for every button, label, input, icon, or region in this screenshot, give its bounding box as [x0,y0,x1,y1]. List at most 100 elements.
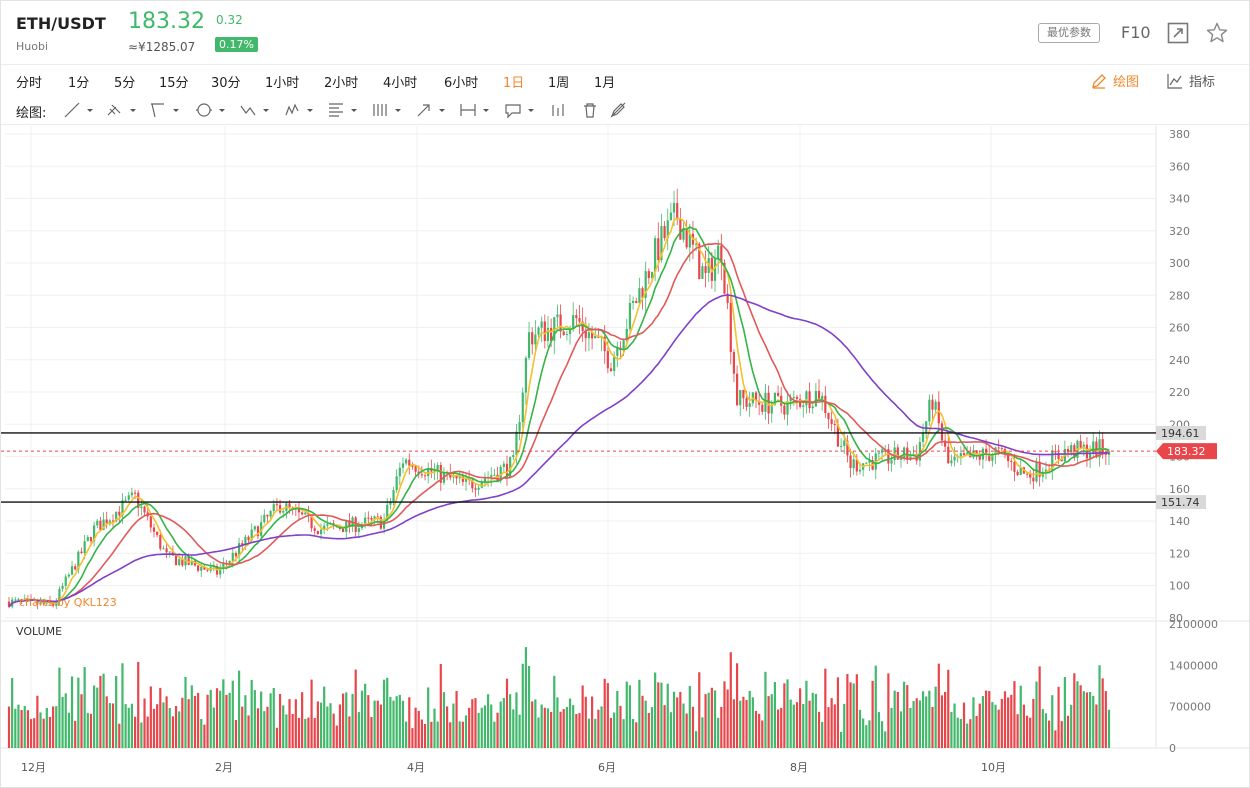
trash-icon[interactable] [581,101,611,119]
period-tab[interactable]: 5分 [114,76,136,91]
candle-body [988,454,991,461]
volume-bar [168,708,171,748]
period-tab[interactable]: 1日 [503,76,525,91]
candle-body [944,440,947,447]
candle-body [729,302,732,353]
chart-watermark: charts by QKL123 [19,596,117,609]
volume-bar [354,669,357,748]
candle-body [1107,451,1111,455]
volume-bar [149,686,152,748]
volume-bar [994,704,997,748]
candle-body [364,517,367,525]
volume-bar [260,691,263,748]
candle-body [20,599,23,601]
volume-bar [966,723,969,748]
indicators-button[interactable]: 指标 [1167,71,1215,90]
volume-bar [827,707,830,748]
volume-bar [206,694,209,748]
volume-bar [609,717,613,748]
volume-bar [319,702,323,748]
candle-body [301,512,304,515]
chart-canvas[interactable]: 8010012014016018020022024026028030032034… [1,126,1250,788]
volume-bar [275,727,279,748]
period-tab[interactable]: 1分 [68,76,90,91]
fullscreen-icon[interactable] [1167,22,1189,44]
candle-body [641,288,644,298]
zigzag-tool-icon[interactable] [239,101,269,119]
volume-bar [776,709,780,748]
period-tab[interactable]: 2小时 [324,76,359,91]
candle-body [531,332,534,345]
volume-bar [751,697,754,748]
kline-chart[interactable]: 8010012014016018020022024026028030032034… [1,126,1250,788]
favorite-star-icon[interactable] [1205,21,1229,45]
volume-bar [739,700,742,748]
volume-bar [127,707,130,748]
fibonacci-tool-icon[interactable] [327,101,357,119]
volume-bar [83,667,86,748]
period-tab[interactable]: 分时 [16,76,43,91]
candle-body [865,462,868,464]
period-tab[interactable]: 15分 [159,76,189,91]
volume-bar [237,670,241,748]
draw-button[interactable]: 绘图 [1091,71,1139,90]
comment-tool-icon[interactable] [504,101,534,119]
volume-bar [915,698,918,748]
volume-bar [115,675,118,748]
arrow-tool-icon[interactable] [415,101,445,119]
circle-tool-icon[interactable] [195,101,225,119]
volume-bar [783,683,786,748]
candle-body [556,314,559,318]
period-tab[interactable]: 1周 [548,76,570,91]
volume-bar [64,693,67,748]
volume-bar [758,713,761,748]
volume-bar [748,690,751,748]
candle-body [64,576,67,586]
candle-body [386,504,389,520]
candle-body [543,321,546,342]
candle-body [672,203,676,213]
candle-body [603,336,606,352]
candle-body [682,229,685,240]
period-tab[interactable]: 30分 [211,76,241,91]
candle-body [776,392,780,396]
candle-body [748,403,751,407]
period-tool-icon[interactable] [371,101,401,119]
best-params-button[interactable]: 最优参数 [1038,23,1100,43]
volume-bar [370,716,373,748]
volume-bar [1107,709,1111,748]
current-price-tag-label: 183.32 [1167,445,1206,458]
candle-body [323,525,326,530]
line-tool-icon[interactable] [63,101,93,119]
volume-bar [140,722,143,748]
draw-button-label: 绘图 [1113,75,1140,90]
pattern-tool-icon[interactable] [283,101,313,119]
period-tab[interactable]: 6小时 [444,76,479,91]
f10-button[interactable]: F10 [1121,23,1151,42]
candle-body [1007,454,1010,462]
volume-bar [178,711,181,748]
volume-bar [657,682,660,748]
candle-body [638,288,641,304]
candle-body [622,340,625,351]
pen-hide-icon[interactable] [609,101,639,119]
period-tab[interactable]: 4小时 [383,76,418,91]
ray-tool-icon[interactable] [106,101,136,119]
channel-tool-icon[interactable] [149,101,179,119]
candle-body [165,548,168,553]
volume-bar [553,675,556,748]
candle-body [143,506,146,513]
volume-bar [490,704,493,748]
range-tool-icon[interactable] [459,101,489,119]
volume-bar [521,663,524,748]
bars-tool-icon[interactable] [549,101,579,119]
period-tab[interactable]: 1月 [594,76,616,91]
volume-bar [972,697,975,748]
volume-bar [102,673,105,748]
volume-bar [871,680,874,748]
volume-bar [323,686,326,748]
volume-bar [928,690,931,748]
volume-bar [556,697,559,748]
period-tab[interactable]: 1小时 [265,76,300,91]
price-tick-label: 220 [1169,386,1190,399]
